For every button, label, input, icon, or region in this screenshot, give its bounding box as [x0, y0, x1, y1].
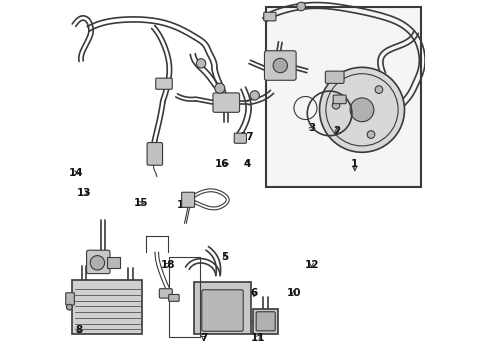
FancyBboxPatch shape	[202, 290, 243, 331]
Circle shape	[332, 102, 340, 109]
FancyBboxPatch shape	[66, 293, 74, 305]
FancyBboxPatch shape	[265, 51, 296, 80]
FancyBboxPatch shape	[159, 289, 172, 298]
Text: 19: 19	[176, 200, 191, 210]
Text: 10: 10	[286, 288, 301, 298]
Circle shape	[367, 131, 375, 138]
FancyBboxPatch shape	[256, 312, 275, 331]
Circle shape	[67, 304, 72, 310]
Text: 15: 15	[133, 198, 148, 208]
Text: 11: 11	[250, 333, 265, 343]
Circle shape	[297, 2, 305, 11]
Circle shape	[250, 91, 259, 100]
FancyBboxPatch shape	[194, 282, 251, 334]
Text: 2: 2	[333, 126, 341, 136]
FancyBboxPatch shape	[182, 192, 195, 207]
Text: 5: 5	[221, 252, 229, 262]
Text: 13: 13	[76, 188, 91, 198]
FancyBboxPatch shape	[264, 12, 276, 21]
Text: 14: 14	[69, 168, 84, 178]
Text: 7: 7	[200, 333, 207, 343]
Circle shape	[319, 67, 404, 152]
Text: 6: 6	[250, 288, 258, 298]
Text: 1: 1	[351, 159, 358, 169]
FancyBboxPatch shape	[72, 280, 142, 334]
Text: 4: 4	[243, 159, 250, 169]
Text: 9: 9	[96, 261, 103, 271]
Circle shape	[196, 59, 206, 68]
Text: 16: 16	[214, 159, 229, 169]
FancyBboxPatch shape	[333, 95, 346, 104]
FancyBboxPatch shape	[107, 257, 121, 268]
FancyBboxPatch shape	[253, 309, 278, 334]
Text: 8: 8	[75, 325, 82, 336]
Circle shape	[215, 83, 225, 93]
Circle shape	[375, 86, 383, 94]
FancyBboxPatch shape	[325, 71, 344, 84]
FancyBboxPatch shape	[156, 78, 172, 89]
Text: 17: 17	[240, 132, 254, 142]
Circle shape	[273, 58, 288, 73]
Circle shape	[350, 98, 374, 122]
FancyBboxPatch shape	[266, 7, 421, 187]
Circle shape	[90, 256, 104, 270]
FancyBboxPatch shape	[87, 250, 110, 274]
FancyBboxPatch shape	[234, 133, 246, 143]
Text: 12: 12	[304, 260, 319, 270]
Text: 3: 3	[308, 123, 315, 133]
Text: 18: 18	[160, 260, 175, 270]
FancyBboxPatch shape	[169, 294, 179, 301]
FancyBboxPatch shape	[213, 93, 240, 112]
FancyBboxPatch shape	[147, 143, 163, 165]
